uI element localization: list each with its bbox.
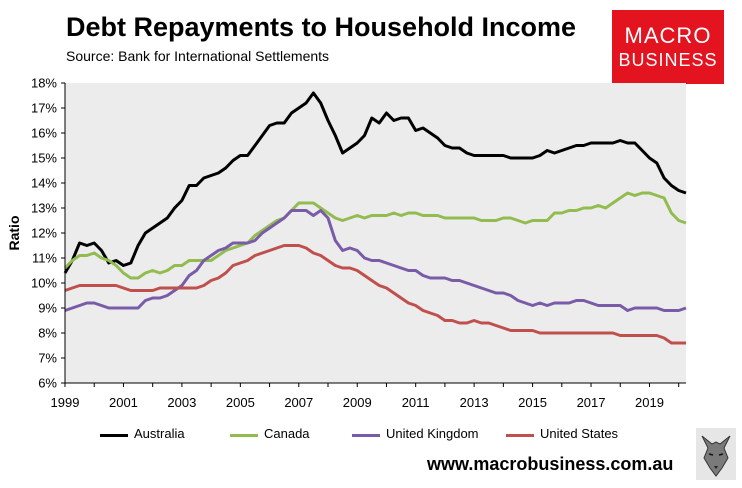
x-tick-label: 2003 xyxy=(167,395,196,410)
macrobusiness-logo: MACRO BUSINESS xyxy=(612,10,724,84)
x-tick-label: 1999 xyxy=(51,395,80,410)
wolf-head-icon xyxy=(696,428,736,480)
legend-swatch xyxy=(100,434,128,437)
y-tick-label: 8% xyxy=(38,326,57,341)
series-line-canada xyxy=(63,191,687,280)
x-tick-label: 2011 xyxy=(402,395,430,410)
legend-label: Canada xyxy=(264,426,310,441)
series-line-australia xyxy=(63,91,687,274)
x-tick-label: 2015 xyxy=(518,395,547,410)
x-tick-label: 2001 xyxy=(109,395,138,410)
chart-subtitle: Source: Bank for International Settlemen… xyxy=(66,48,330,64)
legend-swatch xyxy=(352,434,380,437)
x-tick-label: 2013 xyxy=(460,395,489,410)
y-tick-label: 10% xyxy=(31,276,57,291)
y-tick-label: 15% xyxy=(31,151,57,166)
series-line-united-states xyxy=(64,244,686,345)
logo-line-macro: MACRO xyxy=(624,23,712,48)
y-tick-label: 18% xyxy=(31,76,57,91)
chart-title: Debt Repayments to Household Income xyxy=(66,12,577,42)
y-tick-label: 6% xyxy=(38,376,57,391)
x-tick-label: 2005 xyxy=(226,395,255,410)
y-tick-label: 14% xyxy=(31,176,57,191)
y-tick-label: 7% xyxy=(38,351,57,366)
plot-area xyxy=(65,83,686,383)
x-tick-label: 2019 xyxy=(635,395,664,410)
axis-layer: 6% 7% 8% 9% 10% 11% 12% 13% 14% 15% 16% 17% 18% 1999 2… xyxy=(31,76,686,410)
series-layer xyxy=(63,91,687,345)
legend-swatch xyxy=(230,434,258,437)
website-url: www.macrobusiness.com.au xyxy=(427,454,674,474)
logo-line-business: BUSINESS xyxy=(618,50,718,70)
y-tick-label: 13% xyxy=(31,201,57,216)
x-tick-label: 2017 xyxy=(577,395,606,410)
y-tick-label: 12% xyxy=(31,226,57,241)
y-axis-label: Ratio xyxy=(6,216,22,251)
y-tick-label: 16% xyxy=(31,126,57,141)
legend-label: United States xyxy=(540,426,619,441)
y-tick-label: 17% xyxy=(31,101,57,116)
x-tick-label: 2009 xyxy=(343,395,372,410)
series-line-united-kingdom xyxy=(64,209,687,312)
legend-label: Australia xyxy=(134,426,185,441)
legend-label: United Kingdom xyxy=(386,426,479,441)
x-tick-label: 2007 xyxy=(284,395,313,410)
y-tick-label: 9% xyxy=(38,301,57,316)
legend-swatch xyxy=(506,434,534,437)
y-tick-label: 11% xyxy=(32,251,57,266)
